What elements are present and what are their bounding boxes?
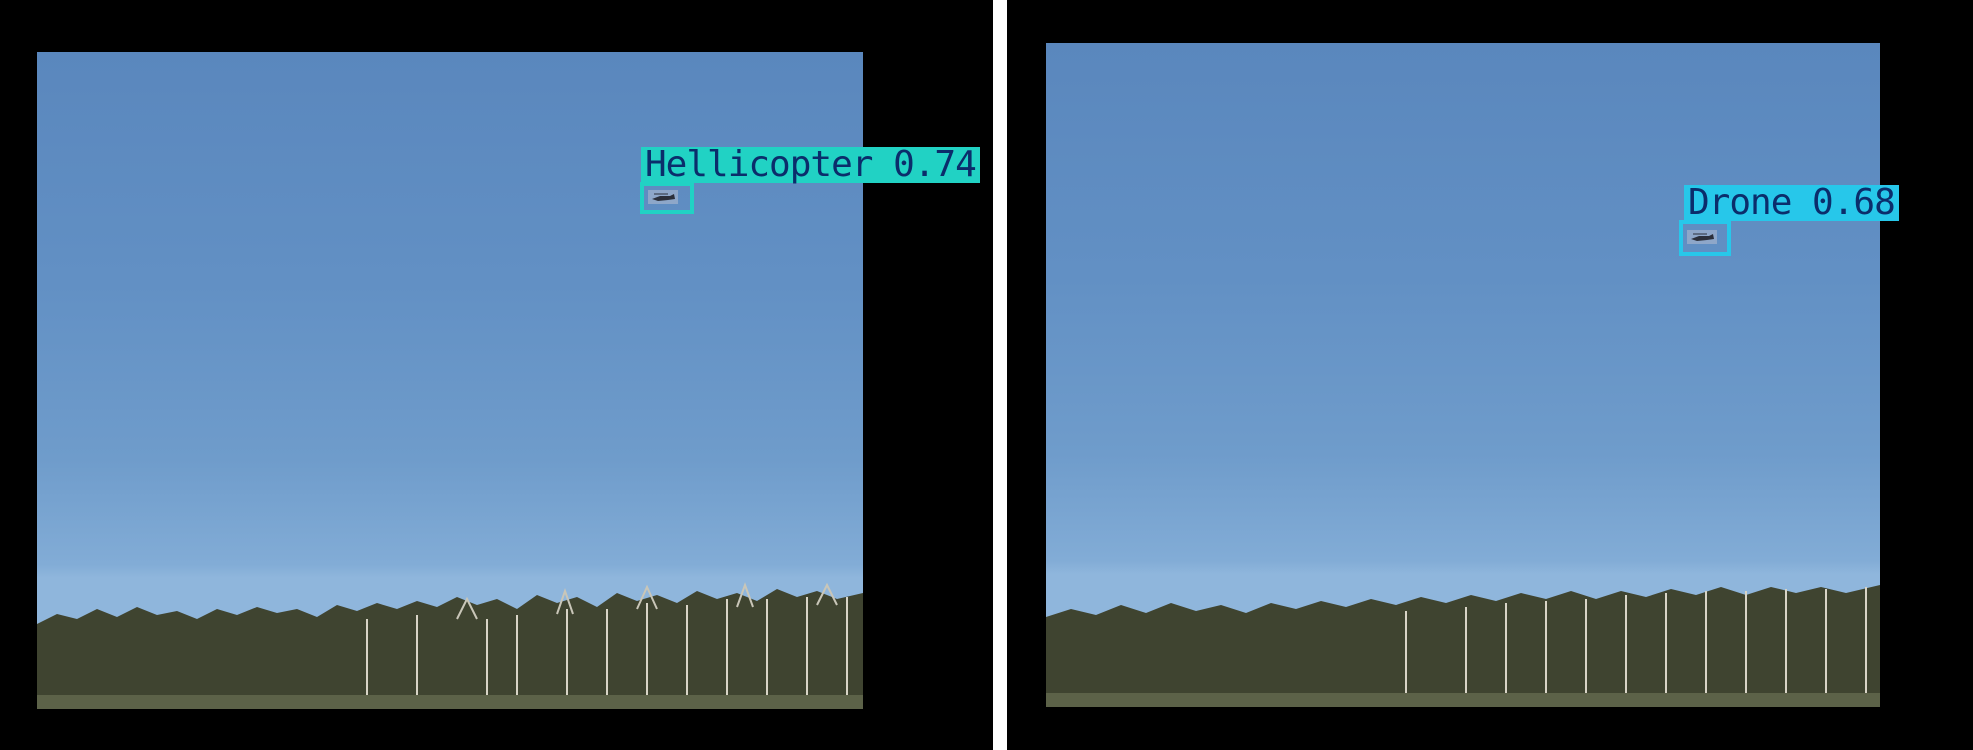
panel-divider: [993, 0, 1007, 750]
detection-label-helicopter: Hellicopter 0.74: [641, 147, 980, 183]
detection-label-drone: Drone 0.68: [1684, 185, 1899, 221]
drone-icon: [1687, 230, 1717, 244]
ground-left: [37, 695, 863, 709]
detection-box-helicopter: [640, 182, 694, 214]
treeline-right: [1046, 585, 1880, 707]
treeline-left: [37, 582, 863, 709]
sky-photo-right: [1046, 43, 1880, 707]
left-panel: Hellicopter 0.74: [37, 52, 980, 709]
detection-box-drone: [1679, 220, 1731, 256]
ground-right: [1046, 693, 1880, 707]
right-panel: Drone 0.68: [1007, 0, 1973, 750]
aircraft-icon: [648, 190, 678, 204]
